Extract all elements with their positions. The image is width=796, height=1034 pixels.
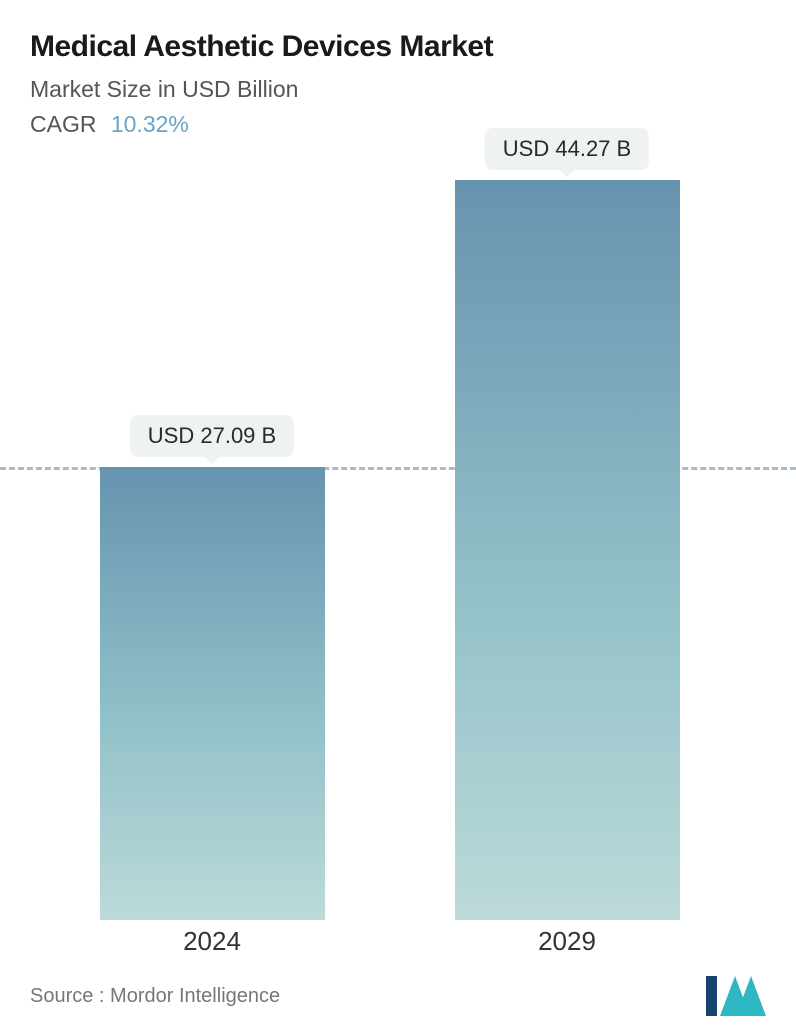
header: Medical Aesthetic Devices Market Market … (30, 30, 766, 138)
bar-fill (100, 467, 325, 920)
bar-fill (455, 180, 680, 920)
x-axis-label: 2029 (538, 926, 596, 957)
x-axis-labels: 2024 2029 (0, 926, 796, 966)
chart-container: Medical Aesthetic Devices Market Market … (0, 0, 796, 1034)
bar-2024: USD 27.09 B (100, 467, 325, 920)
chart-title: Medical Aesthetic Devices Market (30, 30, 766, 64)
chart-subtitle: Market Size in USD Billion (30, 76, 766, 103)
cagr-label: CAGR (30, 111, 96, 137)
cagr-row: CAGR 10.32% (30, 111, 766, 138)
footer: Source : Mordor Intelligence (30, 976, 766, 1016)
chart-area: USD 27.09 B USD 44.27 B (0, 180, 796, 920)
bar-2029: USD 44.27 B (455, 180, 680, 920)
value-badge: USD 44.27 B (485, 128, 649, 170)
x-axis-label: 2024 (183, 926, 241, 957)
source-text: Source : Mordor Intelligence (30, 985, 280, 1008)
value-badge: USD 27.09 B (130, 415, 294, 457)
brand-logo-icon (706, 976, 766, 1016)
cagr-value: 10.32% (111, 111, 189, 137)
